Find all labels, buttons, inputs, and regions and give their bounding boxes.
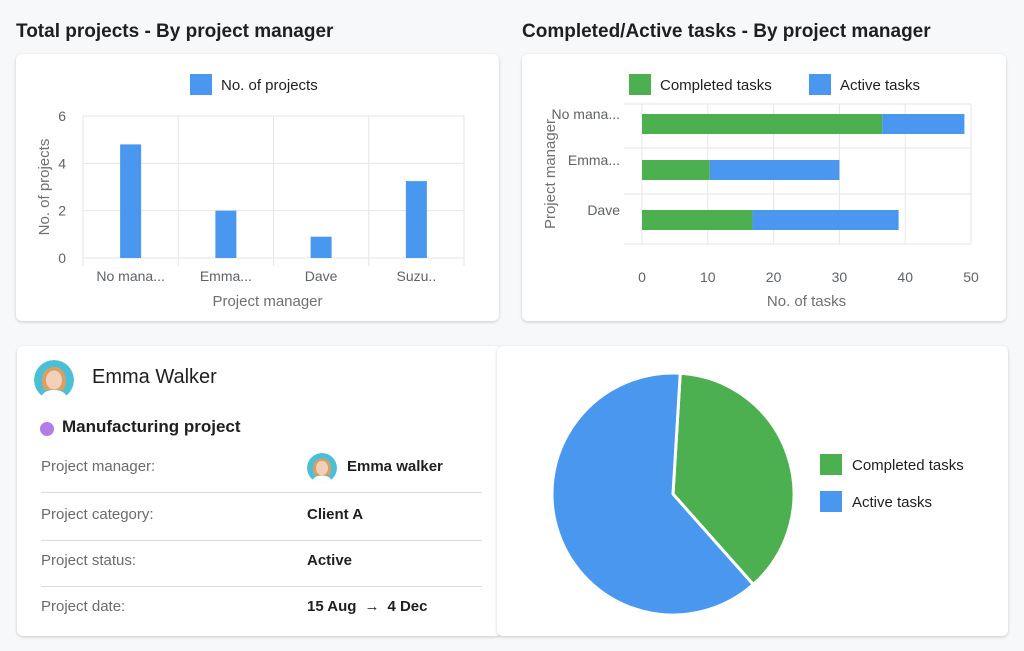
y-axis-title: Project manager xyxy=(542,119,559,229)
row-value: 15 Aug → 4 Dec xyxy=(307,598,427,615)
tasks-bar-chart-card: Completed tasks Active tasks 0 10 20 30 40 50 No… xyxy=(522,54,1006,321)
bar xyxy=(405,181,427,258)
legend-label: Completed tasks xyxy=(660,77,772,94)
legend-swatch xyxy=(809,74,831,95)
row-project-category: Project category: Client A xyxy=(41,494,482,541)
legend-swatch xyxy=(629,74,651,95)
legend-swatch xyxy=(820,454,842,475)
row-label: Project category: xyxy=(41,506,154,523)
x-tick-label: 30 xyxy=(832,269,848,285)
bar-segment xyxy=(642,210,753,230)
manager-name: Emma Walker xyxy=(92,366,217,388)
right-section-title: Completed/Active tasks - By project mana… xyxy=(522,21,931,42)
row-project-manager: Project manager: Emma walker xyxy=(41,446,482,493)
row-project-date: Project date: 15 Aug → 4 Dec xyxy=(41,586,482,632)
bar-segment xyxy=(752,210,899,230)
bar xyxy=(120,144,142,258)
row-label: Project status: xyxy=(41,552,137,569)
row-value: Active xyxy=(307,552,353,569)
y-axis-title: No. of projects xyxy=(36,139,53,236)
user-avatar-icon xyxy=(34,360,74,400)
row-value: Emma walker xyxy=(347,458,443,475)
bar xyxy=(310,236,332,258)
x-tick-label: 10 xyxy=(700,269,716,285)
projects-bar-chart: No. of projects 0 2 4 6 No mana... Emma... Dave… xyxy=(36,74,465,310)
avatar xyxy=(34,360,74,400)
x-tick-label: 50 xyxy=(963,269,979,285)
legend-label: Active tasks xyxy=(852,494,932,511)
pie-slice xyxy=(550,371,755,617)
bar-segment xyxy=(709,160,840,180)
y-tick-label: 2 xyxy=(58,203,66,219)
x-tick-label: 0 xyxy=(638,269,646,285)
project-details-card[interactable]: Emma Walker Manufacturing project Projec… xyxy=(17,346,502,636)
date-start: 15 Aug xyxy=(307,598,357,615)
legend-label: Completed tasks xyxy=(852,457,964,474)
date-end: 4 Dec xyxy=(387,598,428,615)
tasks-pie-chart-card: Completed tasks Active tasks xyxy=(497,346,1008,636)
y-tick-label: Emma... xyxy=(568,152,620,168)
x-tick-label: Suzu.. xyxy=(397,268,437,284)
left-section-title: Total projects - By project manager xyxy=(16,21,334,42)
bar-segment xyxy=(642,160,710,180)
y-tick-label: No mana... xyxy=(552,106,620,122)
y-tick-label: 6 xyxy=(58,108,66,124)
x-tick-label: Dave xyxy=(305,268,338,284)
x-axis-title: Project manager xyxy=(212,293,322,310)
x-tick-label: Emma... xyxy=(200,268,252,284)
project-name: Manufacturing project xyxy=(62,417,241,436)
x-tick-label: No mana... xyxy=(96,268,164,284)
row-value: Client A xyxy=(307,506,364,523)
row-label: Project manager: xyxy=(41,458,156,475)
x-tick-label: 40 xyxy=(897,269,913,285)
pie-slice xyxy=(671,371,796,587)
user-avatar-icon xyxy=(307,453,337,483)
legend-label: No. of projects xyxy=(221,77,318,94)
bar xyxy=(215,210,237,258)
avatar-small xyxy=(307,453,337,483)
y-tick-label: Dave xyxy=(587,202,620,218)
tasks-pie-chart: Completed tasks Active tasks xyxy=(550,371,964,617)
legend-swatch xyxy=(190,74,212,95)
legend-swatch xyxy=(820,491,842,512)
y-tick-label: 4 xyxy=(58,155,66,171)
y-tick-label: 0 xyxy=(58,250,66,266)
x-axis-title: No. of tasks xyxy=(767,293,846,310)
project-color-dot xyxy=(40,422,54,436)
row-project-status: Project status: Active xyxy=(41,540,482,587)
bar-segment xyxy=(642,114,883,134)
bar-segment xyxy=(882,114,965,134)
projects-bar-chart-card: No. of projects 0 2 4 6 No mana... Emma... Dave… xyxy=(16,54,499,321)
tasks-stacked-bar-chart: Completed tasks Active tasks 0 10 20 30 40 50 No… xyxy=(542,74,979,310)
row-label: Project date: xyxy=(41,598,126,615)
x-tick-label: 20 xyxy=(766,269,782,285)
legend-label: Active tasks xyxy=(840,77,920,94)
arrow-right-icon: → xyxy=(364,598,380,615)
